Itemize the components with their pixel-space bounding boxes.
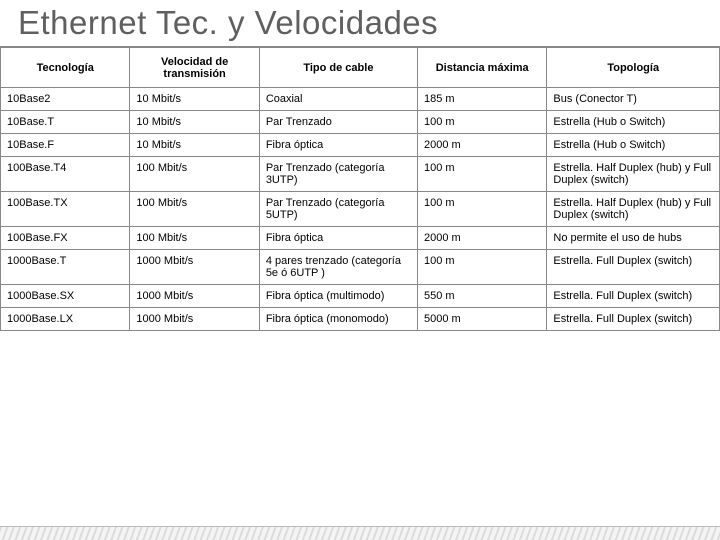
- table-row: 10Base.T 10 Mbit/s Par Trenzado 100 m Es…: [1, 111, 720, 134]
- table-cell: 5000 m: [417, 308, 546, 331]
- table-row: 10Base.F 10 Mbit/s Fibra óptica 2000 m E…: [1, 134, 720, 157]
- table-cell: 1000 Mbit/s: [130, 250, 259, 285]
- table-cell: 1000 Mbit/s: [130, 308, 259, 331]
- table-row: 1000Base.T 1000 Mbit/s 4 pares trenzado …: [1, 250, 720, 285]
- table-cell: 100Base.TX: [1, 192, 130, 227]
- table-cell: 100Base.FX: [1, 227, 130, 250]
- table-cell: 1000Base.T: [1, 250, 130, 285]
- table-body: 10Base2 10 Mbit/s Coaxial 185 m Bus (Con…: [1, 88, 720, 331]
- table-cell: Coaxial: [259, 88, 417, 111]
- ethernet-table: Tecnología Velocidad de transmisión Tipo…: [0, 47, 720, 331]
- table-header-row: Tecnología Velocidad de transmisión Tipo…: [1, 48, 720, 88]
- table-cell: 550 m: [417, 285, 546, 308]
- table-cell: 100Base.T4: [1, 157, 130, 192]
- table-row: 10Base2 10 Mbit/s Coaxial 185 m Bus (Con…: [1, 88, 720, 111]
- table-cell: 10 Mbit/s: [130, 111, 259, 134]
- table-cell: Bus (Conector T): [547, 88, 720, 111]
- table-cell: 185 m: [417, 88, 546, 111]
- table-cell: 100 Mbit/s: [130, 192, 259, 227]
- table-cell: Par Trenzado: [259, 111, 417, 134]
- table-cell: Estrella (Hub o Switch): [547, 134, 720, 157]
- table-cell: 100 m: [417, 250, 546, 285]
- table-header-cell: Tecnología: [1, 48, 130, 88]
- table-cell: No permite el uso de hubs: [547, 227, 720, 250]
- table-cell: 100 m: [417, 111, 546, 134]
- table-cell: Fibra óptica (multimodo): [259, 285, 417, 308]
- footer-hatch-bar: [0, 526, 720, 540]
- table-cell: 1000 Mbit/s: [130, 285, 259, 308]
- table-header-cell: Velocidad de transmisión: [130, 48, 259, 88]
- table-head: Tecnología Velocidad de transmisión Tipo…: [1, 48, 720, 88]
- table-cell: Estrella (Hub o Switch): [547, 111, 720, 134]
- table-cell: 100 m: [417, 192, 546, 227]
- table-cell: Fibra óptica: [259, 227, 417, 250]
- table-row: 100Base.FX 100 Mbit/s Fibra óptica 2000 …: [1, 227, 720, 250]
- table-cell: 10Base2: [1, 88, 130, 111]
- table-cell: Estrella. Full Duplex (switch): [547, 250, 720, 285]
- table-row: 100Base.T4 100 Mbit/s Par Trenzado (cate…: [1, 157, 720, 192]
- table-cell: 10 Mbit/s: [130, 134, 259, 157]
- table-cell: Estrella. Half Duplex (hub) y Full Duple…: [547, 192, 720, 227]
- table-header-cell: Tipo de cable: [259, 48, 417, 88]
- table-cell: 10 Mbit/s: [130, 88, 259, 111]
- table-cell: 4 pares trenzado (categoría 5e ó 6UTP ): [259, 250, 417, 285]
- table-row: 1000Base.LX 1000 Mbit/s Fibra óptica (mo…: [1, 308, 720, 331]
- table-cell: Fibra óptica (monomodo): [259, 308, 417, 331]
- table-cell: 2000 m: [417, 227, 546, 250]
- table-cell: 2000 m: [417, 134, 546, 157]
- table-header-cell: Distancia máxima: [417, 48, 546, 88]
- table-cell: 100 m: [417, 157, 546, 192]
- table-cell: Estrella. Full Duplex (switch): [547, 308, 720, 331]
- table-cell: 100 Mbit/s: [130, 227, 259, 250]
- table-cell: 10Base.T: [1, 111, 130, 134]
- table-cell: Par Trenzado (categoría 5UTP): [259, 192, 417, 227]
- table-row: 1000Base.SX 1000 Mbit/s Fibra óptica (mu…: [1, 285, 720, 308]
- page-title: Ethernet Tec. y Velocidades: [18, 4, 702, 42]
- table-cell: Estrella. Half Duplex (hub) y Full Duple…: [547, 157, 720, 192]
- table-cell: Par Trenzado (categoría 3UTP): [259, 157, 417, 192]
- table-cell: 1000Base.LX: [1, 308, 130, 331]
- slide-page: Ethernet Tec. y Velocidades Tecnología V…: [0, 0, 720, 540]
- table-cell: 10Base.F: [1, 134, 130, 157]
- table-cell: 100 Mbit/s: [130, 157, 259, 192]
- table-cell: Fibra óptica: [259, 134, 417, 157]
- table-cell: Estrella. Full Duplex (switch): [547, 285, 720, 308]
- table-row: 100Base.TX 100 Mbit/s Par Trenzado (cate…: [1, 192, 720, 227]
- title-bar: Ethernet Tec. y Velocidades: [0, 0, 720, 47]
- table-cell: 1000Base.SX: [1, 285, 130, 308]
- table-header-cell: Topología: [547, 48, 720, 88]
